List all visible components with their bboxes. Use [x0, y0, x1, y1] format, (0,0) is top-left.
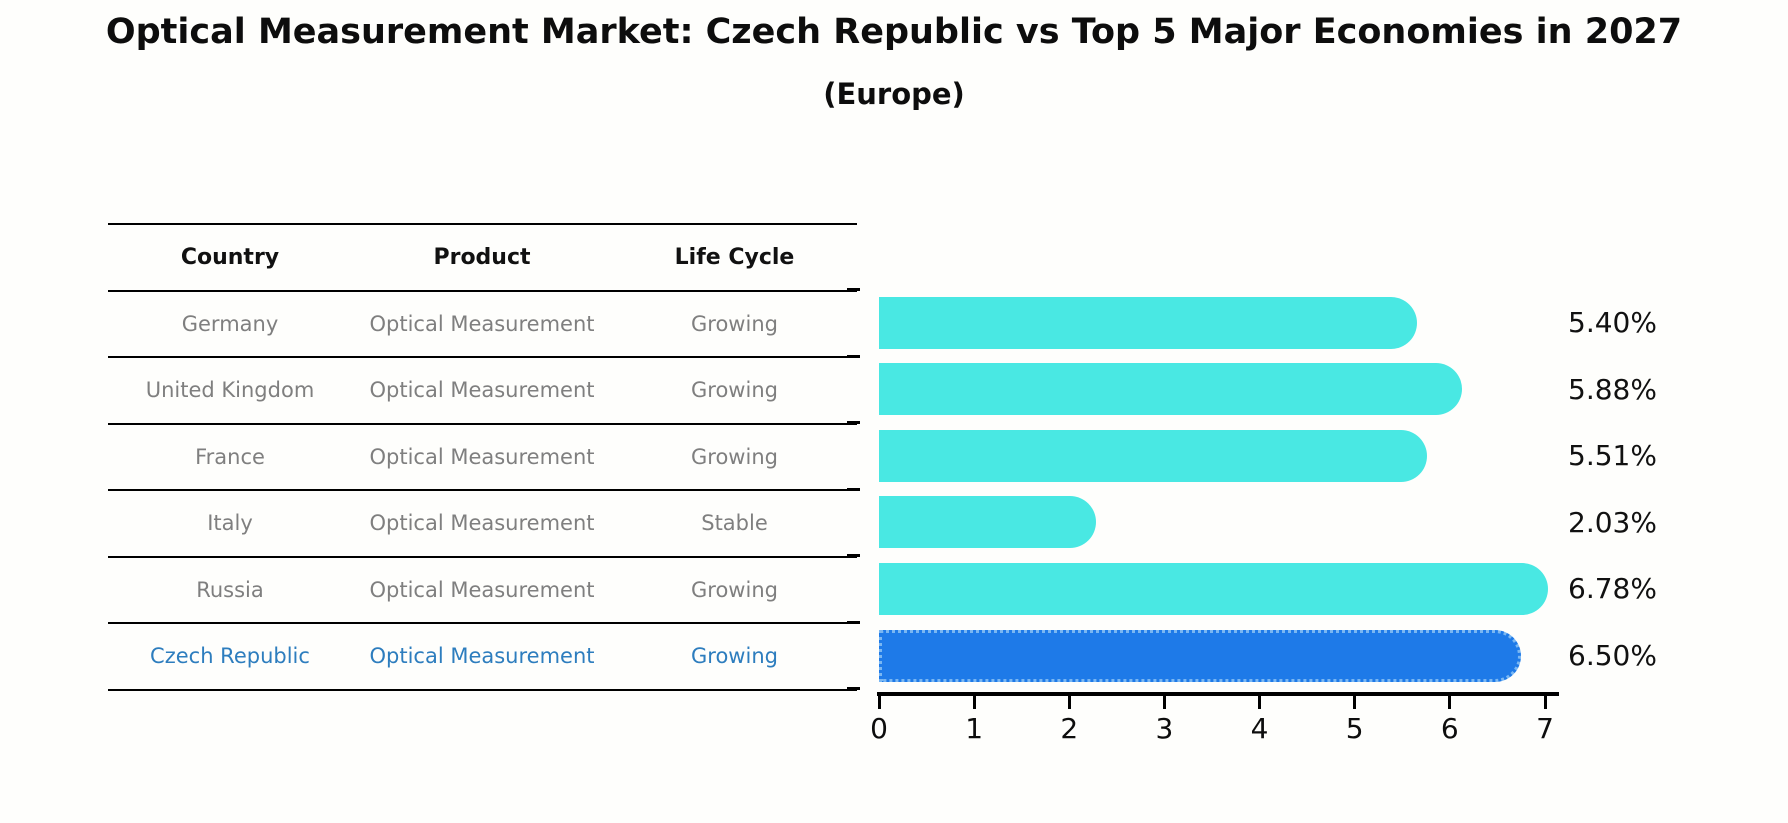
table-row-czech-republic: Czech Republic Optical Measurement Growing: [108, 622, 857, 689]
table-row-germany: Germany Optical Measurement Growing: [108, 289, 857, 357]
product-cell: Optical Measurement: [369, 378, 595, 403]
x-tick-mark: [1353, 696, 1357, 709]
x-tick-label: 7: [1536, 712, 1554, 745]
x-tick-label: 2: [1060, 712, 1079, 745]
x-tick-label: 6: [1440, 712, 1459, 745]
bar-value-label-russia: 6.78%: [1568, 572, 1657, 606]
y-tick-mark: [847, 421, 860, 425]
product-cell: Optical Measurement: [369, 444, 595, 469]
column-header-product: Product: [433, 244, 531, 270]
table-header-row: Country Product Life Cycle: [108, 223, 857, 290]
chart-title: Optical Measurement Market: Czech Republ…: [105, 12, 1683, 52]
product-cell: Optical Measurement: [369, 511, 595, 536]
x-tick-mark: [1067, 696, 1071, 709]
country-cell: Russia: [196, 577, 264, 602]
x-tick-label: 1: [965, 712, 984, 745]
table-row-italy: Italy Optical Measurement Stable: [108, 489, 857, 556]
chart-subtitle: (Europe): [823, 77, 965, 111]
y-tick-mark: [847, 554, 860, 558]
bar-value-label-italy: 2.03%: [1568, 505, 1657, 539]
x-tick-mark: [972, 696, 976, 709]
country-cell: Germany: [181, 311, 279, 336]
x-tick-label: 0: [870, 712, 888, 745]
life-cycle-cell: Growing: [691, 577, 778, 602]
country-cell: France: [195, 444, 265, 469]
column-header-country: Country: [180, 244, 280, 270]
bar-value-label-france: 5.51%: [1568, 439, 1657, 473]
x-axis-line: [877, 692, 1559, 696]
product-cell: Optical Measurement: [369, 644, 595, 669]
table-row-russia: Russia Optical Measurement Growing: [108, 555, 857, 623]
bar-czech-republic: [879, 629, 1522, 682]
product-cell: Optical Measurement: [369, 577, 595, 602]
x-tick-mark: [1543, 696, 1547, 709]
bar-russia: [879, 562, 1549, 615]
y-tick-mark: [847, 288, 860, 291]
bar-united-kingdom: [879, 363, 1463, 416]
y-tick-mark: [847, 687, 860, 691]
table-row-united-kingdom: United Kingdom Optical Measurement Growing: [108, 356, 857, 423]
y-tick-mark: [847, 620, 860, 624]
country-cell: United Kingdom: [145, 378, 315, 403]
product-cell: Optical Measurement: [369, 311, 595, 336]
bar-value-label-czech-republic: 6.50%: [1568, 639, 1657, 673]
data-table: Country Product Life Cycle Germany Optical …: [108, 223, 857, 691]
x-tick-label: 3: [1155, 712, 1174, 745]
life-cycle-cell: Growing: [691, 444, 778, 469]
bar-value-label-united-kingdom: 5.88%: [1568, 372, 1657, 406]
life-cycle-cell: Growing: [691, 378, 778, 403]
x-tick-label: 4: [1250, 712, 1269, 745]
column-header-life-cycle: Life Cycle: [674, 244, 795, 270]
x-tick-mark: [1162, 696, 1166, 709]
life-cycle-cell: Stable: [701, 511, 768, 536]
bar-italy: [879, 496, 1097, 549]
country-cell: Italy: [207, 511, 253, 536]
bar-germany: [879, 296, 1417, 349]
y-tick-mark: [847, 487, 860, 491]
country-cell: Czech Republic: [150, 644, 310, 669]
life-cycle-cell: Growing: [691, 644, 778, 669]
x-tick-mark: [877, 696, 881, 709]
table-body: Germany Optical Measurement Growing United …: [108, 289, 857, 689]
bar-plot: [879, 290, 1549, 689]
table-row-france: France Optical Measurement Growing: [108, 422, 857, 490]
x-tick-mark: [1258, 696, 1262, 709]
life-cycle-cell: Growing: [691, 311, 778, 336]
y-tick-mark: [847, 354, 860, 358]
bar-france: [879, 429, 1428, 482]
bar-value-label-germany: 5.40%: [1568, 306, 1657, 340]
value-labels: 5.40% 5.88% 5.51% 2.03% 6.78% 6.50%: [1568, 290, 1778, 689]
x-tick-mark: [1448, 696, 1452, 709]
x-tick-label: 5: [1345, 712, 1364, 745]
